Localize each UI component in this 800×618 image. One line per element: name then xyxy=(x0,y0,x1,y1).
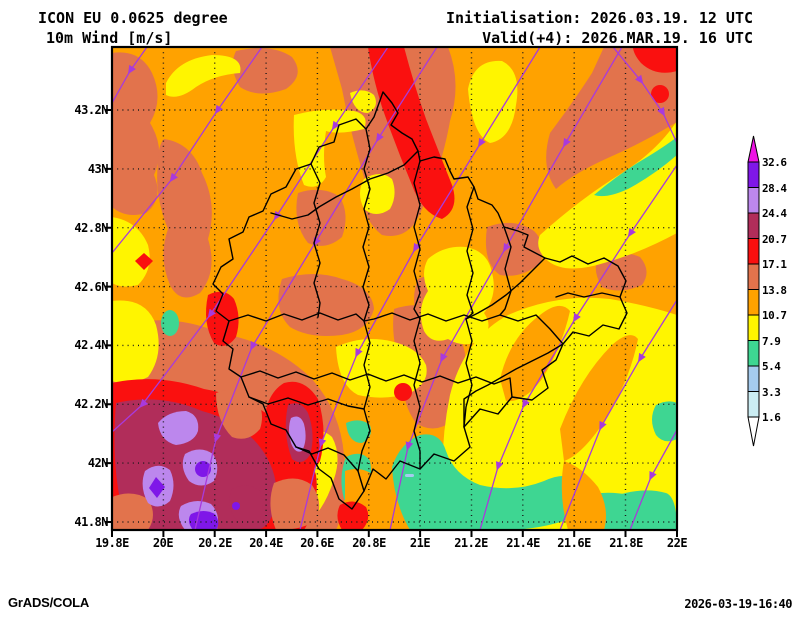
footer-brand: GrADS/COLA xyxy=(8,595,89,610)
colorbar-bottom-arrow xyxy=(748,417,759,446)
legend-tick-label: 10.7 xyxy=(762,309,787,322)
legend-tick-label: 17.1 xyxy=(762,258,787,271)
lat-tick-label: 42.2N xyxy=(48,397,108,411)
weather-map-page: { "header": { "left_line1": "ICON EU 0.0… xyxy=(0,0,800,618)
lat-tick-label: 43N xyxy=(48,162,108,176)
lat-tick-label: 41.8N xyxy=(48,515,108,529)
legend-tick-label: 5.4 xyxy=(762,360,780,373)
lon-tick-label: 20.6E xyxy=(287,536,347,550)
lat-tick-label: 43.2N xyxy=(48,103,108,117)
legend-tick-label: 7.9 xyxy=(762,335,780,348)
lat-tick-label: 42.6N xyxy=(48,280,108,294)
lon-tick-label: 21.6E xyxy=(544,536,604,550)
legend-tick-label: 13.8 xyxy=(762,284,787,297)
lon-tick-label: 21.2E xyxy=(441,536,501,550)
legend-tick-label: 1.6 xyxy=(762,411,780,424)
legend-tick-label: 32.6 xyxy=(762,156,787,169)
map-canvas xyxy=(104,39,685,538)
lat-tick-label: 42.4N xyxy=(48,338,108,352)
lon-tick-label: 20E xyxy=(133,536,193,550)
legend-tick-label: 28.4 xyxy=(762,182,787,195)
colorbar-top-arrow xyxy=(748,136,759,162)
init-time: Initialisation: 2026.03.19. 12 UTC xyxy=(446,8,753,28)
model-title: ICON EU 0.0625 degree xyxy=(38,8,228,28)
lat-tick-label: 42N xyxy=(48,456,108,470)
lon-tick-label: 22E xyxy=(647,536,707,550)
legend-tick-label: 20.7 xyxy=(762,233,787,246)
lat-tick-label: 42.8N xyxy=(48,221,108,235)
legend-tick-label: 3.3 xyxy=(762,386,780,399)
footer-timestamp: 2026-03-19-16:40 xyxy=(684,597,792,611)
legend-tick-label: 24.4 xyxy=(762,207,787,220)
